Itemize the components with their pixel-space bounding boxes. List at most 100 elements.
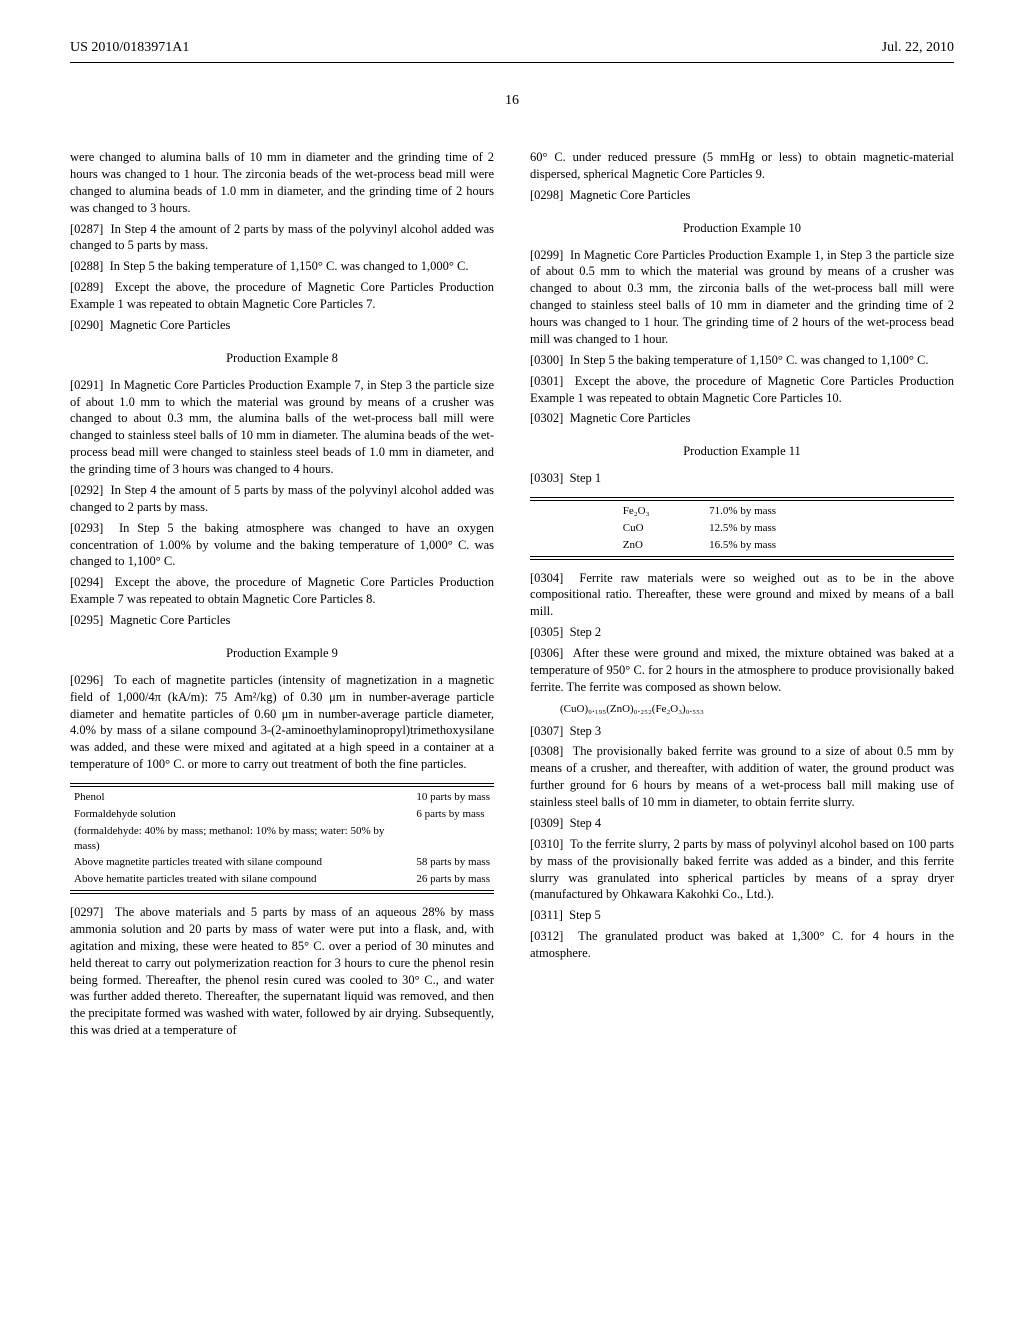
- header-rule: [70, 62, 954, 63]
- para-num: [0311]: [530, 908, 563, 922]
- table-rule: [530, 497, 954, 498]
- cell: Fe₂O₃: [615, 503, 701, 520]
- cell: Formaldehyde solution: [70, 806, 396, 823]
- paragraph: [0303] Step 1: [530, 470, 954, 487]
- table-rule: [530, 556, 954, 557]
- para-text: To each of magnetite particles (intensit…: [70, 673, 494, 771]
- table-rule: [70, 890, 494, 891]
- para-text: In Step 4 the amount of 5 parts by mass …: [70, 483, 494, 514]
- paragraph: [0296] To each of magnetite particles (i…: [70, 672, 494, 773]
- para-num: [0293]: [70, 521, 103, 535]
- composition-table-body: Fe₂O₃71.0% by mass CuO12.5% by mass ZnO1…: [615, 503, 869, 554]
- para-num: [0310]: [530, 837, 563, 851]
- para-num: [0307]: [530, 724, 563, 738]
- para-num: [0297]: [70, 905, 103, 919]
- para-num: [0305]: [530, 625, 563, 639]
- para-num: [0298]: [530, 188, 563, 202]
- para-num: [0301]: [530, 374, 563, 388]
- para-text: Except the above, the procedure of Magne…: [70, 575, 494, 606]
- paragraph: [0306] After these were ground and mixed…: [530, 645, 954, 696]
- para-num: [0309]: [530, 816, 563, 830]
- paragraph: [0300] In Step 5 the baking temperature …: [530, 352, 954, 369]
- page-header: US 2010/0183971A1 Jul. 22, 2010: [70, 40, 954, 56]
- cell: 58 parts by mass: [396, 854, 494, 871]
- para-num: [0303]: [530, 471, 563, 485]
- para-text: In Step 5 the baking atmosphere was chan…: [70, 521, 494, 569]
- paragraph: [0293] In Step 5 the baking atmosphere w…: [70, 520, 494, 571]
- paragraph: were changed to alumina balls of 10 mm i…: [70, 149, 494, 217]
- table-row: Above hematite particles treated with si…: [70, 871, 494, 888]
- para-text: After these were ground and mixed, the m…: [530, 646, 954, 694]
- paragraph: [0289] Except the above, the procedure o…: [70, 279, 494, 313]
- cell: [396, 823, 494, 855]
- body-columns: were changed to alumina balls of 10 mm i…: [70, 149, 954, 1043]
- composition-table: Fe₂O₃71.0% by mass CuO12.5% by mass ZnO1…: [530, 497, 954, 560]
- para-text: Step 2: [570, 625, 602, 639]
- paragraph: [0302] Magnetic Core Particles: [530, 410, 954, 427]
- para-text: Step 4: [570, 816, 602, 830]
- table-rule: [70, 783, 494, 784]
- para-num: [0302]: [530, 411, 563, 425]
- para-text: Step 1: [570, 471, 602, 485]
- para-text: The granulated product was baked at 1,30…: [530, 929, 954, 960]
- table-row: Phenol10 parts by mass: [70, 789, 494, 806]
- cell: (formaldehyde: 40% by mass; methanol: 10…: [70, 823, 396, 855]
- paragraph: [0299] In Magnetic Core Particles Produc…: [530, 247, 954, 348]
- paragraph: [0287] In Step 4 the amount of 2 parts b…: [70, 221, 494, 255]
- cell: 16.5% by mass: [701, 537, 869, 554]
- para-text: Except the above, the procedure of Magne…: [70, 280, 494, 311]
- cell: Above magnetite particles treated with s…: [70, 854, 396, 871]
- para-text: The provisionally baked ferrite was grou…: [530, 744, 954, 809]
- paragraph: [0310] To the ferrite slurry, 2 parts by…: [530, 836, 954, 904]
- paragraph: [0308] The provisionally baked ferrite w…: [530, 743, 954, 811]
- cell: ZnO: [615, 537, 701, 554]
- paragraph: [0305] Step 2: [530, 624, 954, 641]
- para-num: [0291]: [70, 378, 103, 392]
- cell: 10 parts by mass: [396, 789, 494, 806]
- para-num: [0292]: [70, 483, 103, 497]
- paragraph: [0290] Magnetic Core Particles: [70, 317, 494, 334]
- cell: CuO: [615, 520, 701, 537]
- paragraph: 60° C. under reduced pressure (5 mmHg or…: [530, 149, 954, 183]
- para-text: Step 3: [570, 724, 602, 738]
- cell: 6 parts by mass: [396, 806, 494, 823]
- para-num: [0299]: [530, 248, 563, 262]
- paragraph: [0295] Magnetic Core Particles: [70, 612, 494, 629]
- paragraph: [0311] Step 5: [530, 907, 954, 924]
- para-text: In Step 4 the amount of 2 parts by mass …: [70, 222, 494, 253]
- table-rule: [70, 893, 494, 894]
- para-text: Magnetic Core Particles: [570, 411, 691, 425]
- production-example-heading: Production Example 11: [530, 443, 954, 460]
- materials-table: Phenol10 parts by mass Formaldehyde solu…: [70, 783, 494, 894]
- table-rule: [70, 786, 494, 787]
- page-number: 16: [70, 93, 954, 109]
- para-num: [0295]: [70, 613, 103, 627]
- para-text: Magnetic Core Particles: [110, 613, 231, 627]
- production-example-heading: Production Example 10: [530, 220, 954, 237]
- paragraph: [0291] In Magnetic Core Particles Produc…: [70, 377, 494, 478]
- para-num: [0294]: [70, 575, 103, 589]
- para-text: Ferrite raw materials were so weighed ou…: [530, 571, 954, 619]
- paragraph: [0304] Ferrite raw materials were so wei…: [530, 570, 954, 621]
- para-num: [0306]: [530, 646, 563, 660]
- para-text: Except the above, the procedure of Magne…: [530, 374, 954, 405]
- para-num: [0288]: [70, 259, 103, 273]
- para-num: [0312]: [530, 929, 563, 943]
- table-row: Formaldehyde solution6 parts by mass: [70, 806, 494, 823]
- table-row: CuO12.5% by mass: [615, 520, 869, 537]
- paragraph: [0298] Magnetic Core Particles: [530, 187, 954, 204]
- paragraph: [0292] In Step 4 the amount of 5 parts b…: [70, 482, 494, 516]
- right-column: 60° C. under reduced pressure (5 mmHg or…: [530, 149, 954, 1043]
- page: US 2010/0183971A1 Jul. 22, 2010 16 were …: [0, 0, 1024, 1093]
- cell: 12.5% by mass: [701, 520, 869, 537]
- table-row: (formaldehyde: 40% by mass; methanol: 10…: [70, 823, 494, 855]
- para-text: Step 5: [569, 908, 601, 922]
- para-num: [0290]: [70, 318, 103, 332]
- para-num: [0289]: [70, 280, 103, 294]
- paragraph: [0312] The granulated product was baked …: [530, 928, 954, 962]
- para-text: Magnetic Core Particles: [110, 318, 231, 332]
- para-num: [0287]: [70, 222, 103, 236]
- para-text: In Step 5 the baking temperature of 1,15…: [110, 259, 469, 273]
- chemical-formula: (CuO)₀.₁₉₅(ZnO)₀.₂₅₂(Fe₂O₃)₀.₅₅₃: [560, 702, 954, 717]
- table-rule: [530, 500, 954, 501]
